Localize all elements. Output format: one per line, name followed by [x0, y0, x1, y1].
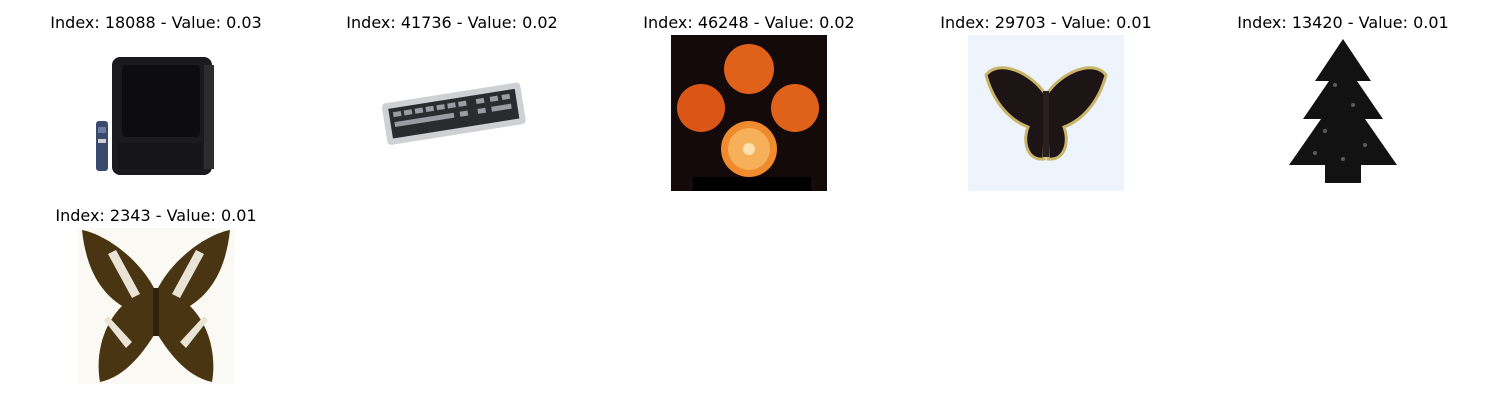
keyboard-image	[374, 35, 530, 191]
butterfly-image	[78, 228, 234, 384]
panel-title: Index: 13420 - Value: 0.01	[1237, 13, 1449, 32]
panel-1: Index: 18088 - Value: 0.03	[26, 13, 286, 203]
panel-2: Index: 41736 - Value: 0.02	[322, 13, 582, 203]
oranges-image	[671, 35, 827, 191]
panel-title: Index: 46248 - Value: 0.02	[643, 13, 855, 32]
panel-title: Index: 29703 - Value: 0.01	[940, 13, 1152, 32]
panel-3: Index: 46248 - Value: 0.02	[619, 13, 879, 203]
butterfly-image	[968, 35, 1124, 191]
pine-tree-image	[1265, 35, 1421, 191]
panel-title: Index: 2343 - Value: 0.01	[55, 206, 257, 225]
panel-title: Index: 18088 - Value: 0.03	[50, 13, 262, 32]
panel-6: Index: 2343 - Value: 0.01	[26, 206, 286, 396]
panel-4: Index: 29703 - Value: 0.01	[916, 13, 1176, 203]
panel-5: Index: 13420 - Value: 0.01	[1213, 13, 1473, 203]
television-image	[78, 35, 234, 191]
panel-title: Index: 41736 - Value: 0.02	[346, 13, 558, 32]
